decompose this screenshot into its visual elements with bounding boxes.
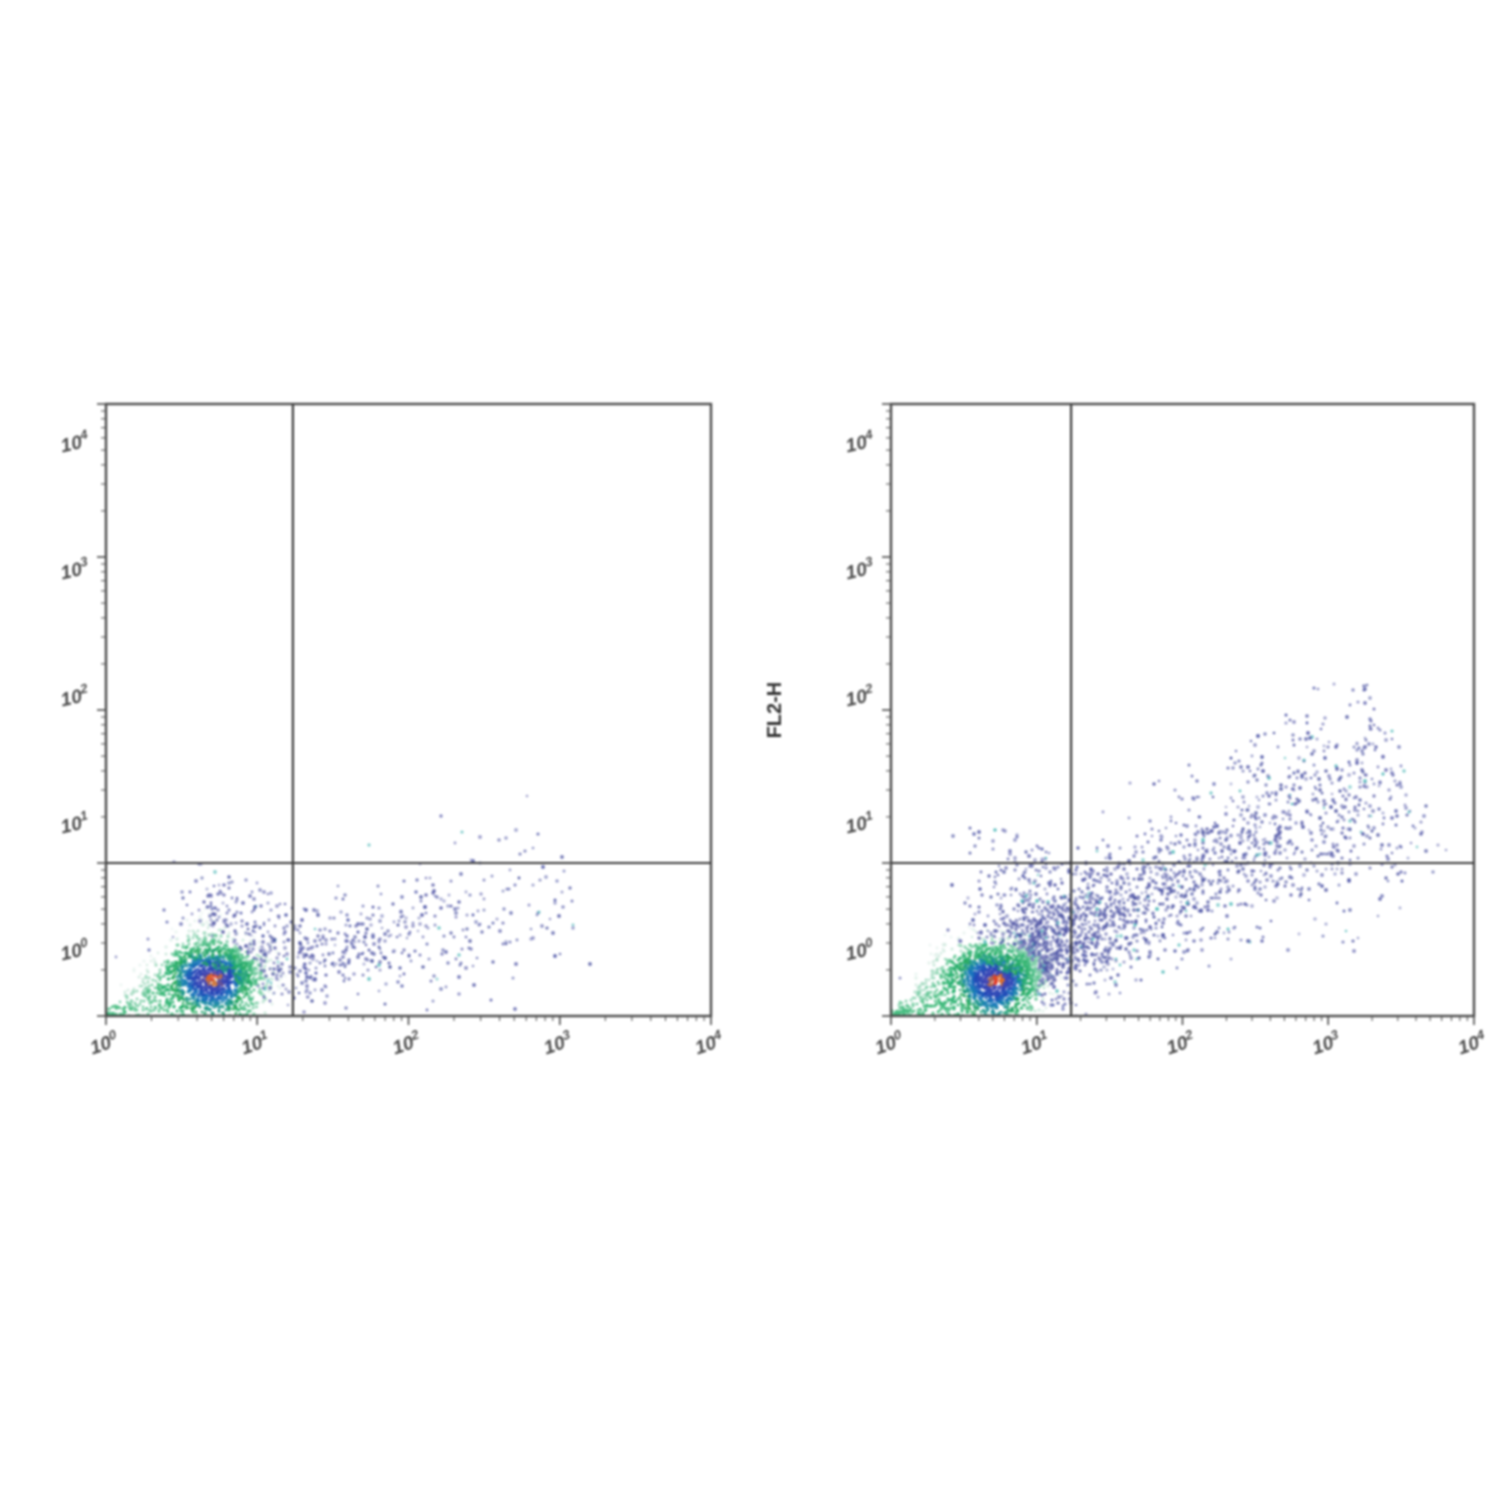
svg-text:FL2-H: FL2-H bbox=[763, 682, 785, 739]
